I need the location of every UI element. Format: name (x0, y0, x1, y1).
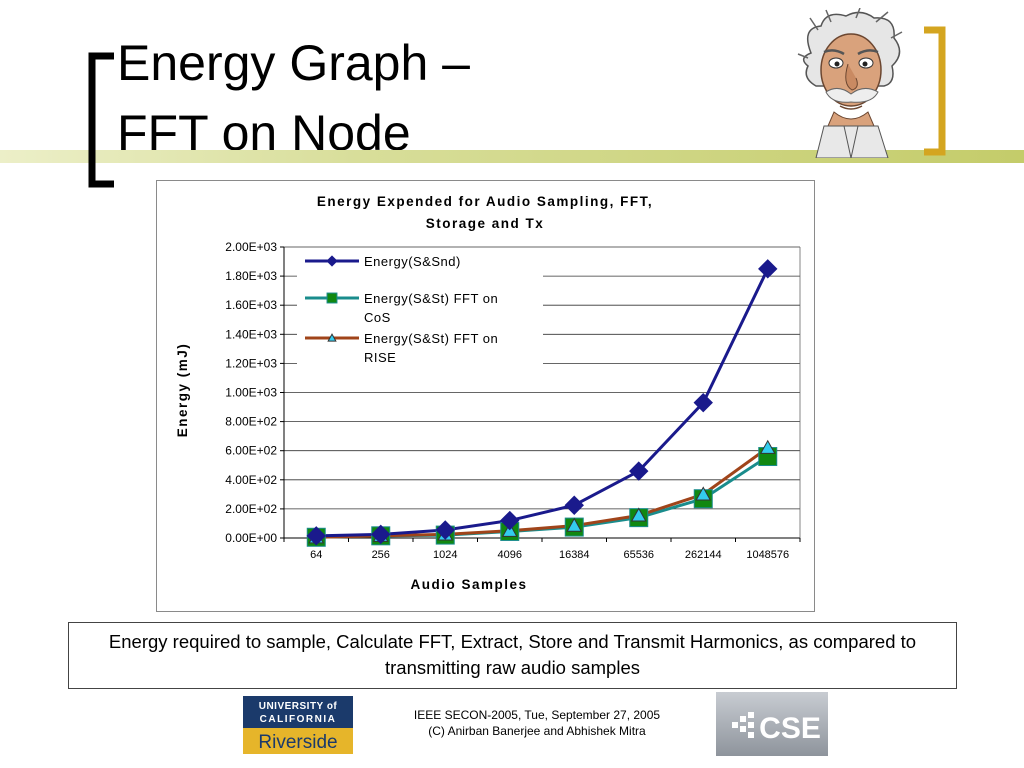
legend-label: CoS (364, 310, 391, 325)
series-line-1 (316, 268, 770, 538)
series-1-point (435, 520, 455, 540)
ucr-logo-line2: CALIFORNIA (260, 714, 337, 725)
x-tick-label: 4096 (498, 549, 522, 561)
y-tick-label: 8.00E+02 (225, 415, 277, 429)
footer-line1: IEEE SECON-2005, Tue, September 27, 2005 (413, 708, 661, 722)
x-tick-label: 262144 (685, 549, 722, 561)
y-tick-label: 1.60E+03 (225, 298, 277, 312)
y-tick-label: 1.00E+03 (225, 386, 277, 400)
legend-label: Energy(S&St) FFT on (364, 291, 498, 306)
right-bracket-decoration (924, 26, 946, 156)
series-line-3 (316, 446, 769, 539)
x-tick-label: 64 (310, 549, 322, 561)
slide-title-line2: FFT on Node (117, 105, 411, 161)
x-tick-label: 65536 (623, 549, 654, 561)
legend-swatch-marker (326, 255, 338, 267)
legend-label: Energy(S&Snd) (364, 254, 461, 269)
y-tick-label: 2.00E+02 (225, 502, 277, 516)
einstein-caricature-image (797, 8, 903, 158)
ucr-logo: UNIVERSITY of CALIFORNIA Riverside (243, 696, 353, 754)
x-tick-label: 1024 (433, 549, 457, 561)
series-1-point (564, 495, 584, 515)
ucr-logo-line1: UNIVERSITY of (259, 701, 338, 712)
legend-label: RISE (364, 350, 396, 365)
legend-swatch-marker (327, 333, 337, 342)
y-tick-label: 1.20E+03 (225, 356, 277, 370)
chart-canvas: Energy Expended for Audio Sampling, FFT,… (175, 194, 801, 592)
series-3-point (695, 486, 712, 501)
y-tick-label: 6.00E+02 (225, 444, 277, 458)
footer-text: IEEE SECON-2005, Tue, September 27, 2005… (372, 707, 702, 739)
x-tick-label: 16384 (559, 549, 590, 561)
series-3-point (630, 507, 647, 522)
series-1-point (371, 524, 391, 545)
caption-box: Energy required to sample, Calculate FFT… (68, 622, 957, 689)
series-1-point (306, 526, 326, 546)
slide-title-line1: Energy Graph – (117, 35, 470, 91)
x-tick-label: 256 (372, 549, 390, 561)
cse-logo-text: CSE (759, 712, 821, 745)
y-tick-label: 2.00E+03 (225, 240, 277, 254)
series-1-point (758, 259, 778, 279)
series-3-point (566, 517, 583, 532)
chart-x-axis-label: Audio Samples (410, 577, 527, 592)
footer-line2: (C) Anirban Banerjee and Abhishek Mitra (428, 724, 646, 738)
y-tick-label: 1.40E+03 (225, 327, 277, 341)
chart-title-line1: Energy Expended for Audio Sampling, FFT, (317, 194, 653, 209)
series-1-point (500, 510, 520, 531)
legend-swatch-marker (326, 292, 338, 304)
series-3-point (759, 439, 776, 454)
y-tick-label: 4.00E+02 (225, 473, 277, 487)
y-tick-label: 1.80E+03 (225, 269, 277, 283)
legend-label: Energy(S&St) FFT on (364, 331, 498, 346)
y-tick-label: 0.00E+00 (225, 531, 277, 545)
series-1-point (693, 392, 713, 413)
cse-logo: CSE (716, 692, 828, 756)
legend-background (297, 249, 543, 369)
chart-y-axis-label: Energy (mJ) (175, 343, 190, 438)
left-bracket-decoration (88, 52, 114, 188)
x-tick-label: 1048576 (746, 549, 789, 561)
title-accent-bar (0, 150, 1024, 163)
ucr-logo-line3: Riverside (258, 732, 337, 753)
energy-chart: Energy Expended for Audio Sampling, FFT,… (156, 180, 815, 612)
chart-title-line2: Storage and Tx (426, 216, 545, 231)
series-1-point (629, 461, 649, 481)
